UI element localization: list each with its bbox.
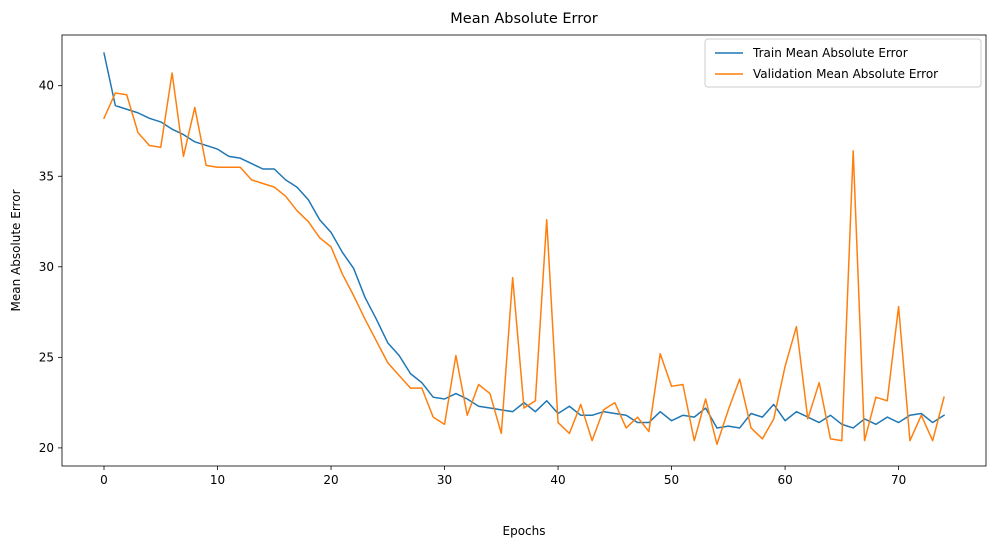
y-axis-label: Mean Absolute Error	[9, 189, 23, 311]
x-tick-label: 30	[437, 473, 452, 487]
plot-area	[103, 52, 946, 446]
x-axis-ticks: 0 10 20 30 40 50 60 70	[100, 466, 906, 487]
legend-box	[704, 38, 982, 88]
y-tick-label: 20	[39, 441, 54, 455]
x-tick-label: 70	[891, 473, 906, 487]
y-axis-ticks: 20 25 30 35 40	[39, 79, 62, 455]
series-line-validation	[103, 72, 945, 446]
legend-label: Validation Mean Absolute Error	[753, 67, 938, 81]
axes-frame	[61, 34, 987, 467]
y-tick-label: 40	[39, 79, 54, 93]
x-axis-label: Epochs	[503, 524, 546, 538]
x-tick-label: 60	[777, 473, 792, 487]
x-tick-label: 20	[323, 473, 338, 487]
x-tick-label: 0	[100, 473, 108, 487]
x-tick-label: 50	[664, 473, 679, 487]
y-tick-label: 30	[39, 260, 54, 274]
x-tick-label: 10	[210, 473, 225, 487]
series-line-train	[103, 52, 946, 429]
legend-label: Train Mean Absolute Error	[752, 46, 908, 60]
chart-title: Mean Absolute Error	[450, 11, 597, 27]
x-tick-label: 40	[550, 473, 565, 487]
legend: Train Mean Absolute Error Validation Mean…	[704, 38, 982, 88]
y-tick-label: 35	[39, 169, 54, 183]
y-tick-label: 25	[39, 350, 54, 364]
